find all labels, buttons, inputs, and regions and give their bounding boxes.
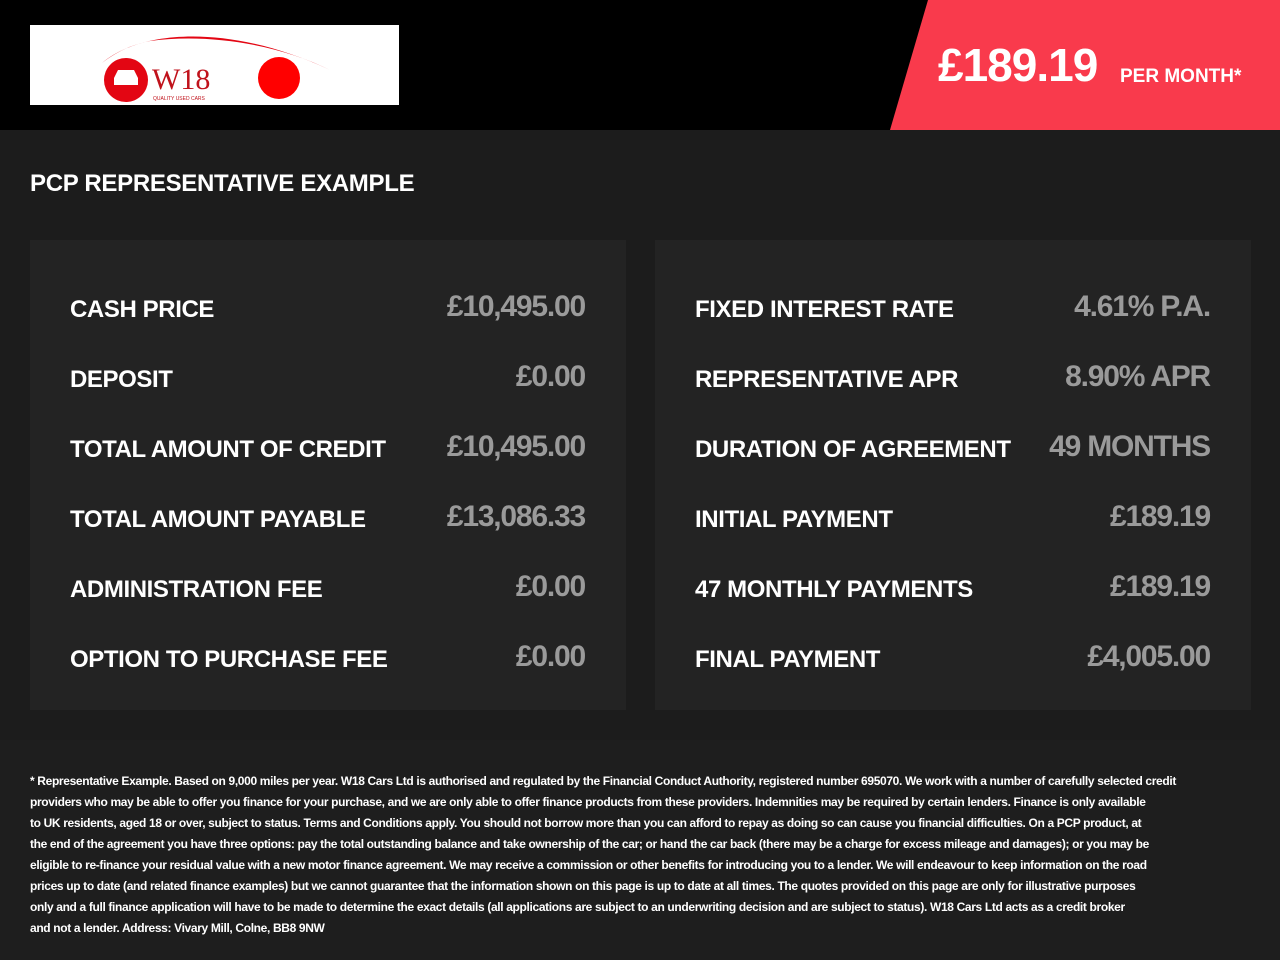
finance-row: INITIAL PAYMENT £189.19 xyxy=(695,500,1211,540)
row-value: £10,495.00 xyxy=(446,430,586,463)
section-title: PCP REPRESENTATIVE EXAMPLE xyxy=(30,170,415,197)
row-label: DURATION OF AGREEMENT xyxy=(695,436,1011,463)
row-value: £10,495.00 xyxy=(446,290,586,323)
row-value: £0.00 xyxy=(515,360,586,393)
finance-row: DEPOSIT £0.00 xyxy=(70,360,586,400)
row-value: 49 MONTHS xyxy=(1049,430,1211,463)
row-value: £189.19 xyxy=(1109,570,1211,603)
row-label: FIXED INTEREST RATE xyxy=(695,296,954,323)
monthly-price-banner xyxy=(890,0,1280,130)
row-value: £13,086.33 xyxy=(446,500,586,533)
disclaimer-line: prices up to date (and related finance e… xyxy=(30,879,1136,893)
row-label: FINAL PAYMENT xyxy=(695,646,881,673)
row-label: ADMINISTRATION FEE xyxy=(70,576,323,603)
disclaimer-line: providers who may be able to offer you f… xyxy=(30,795,1146,809)
header-bar: W18 QUALITY USED CARS £189.19 PER MONTH* xyxy=(0,0,1280,130)
row-value: £189.19 xyxy=(1109,500,1211,533)
row-value: £0.00 xyxy=(515,640,586,673)
row-label: INITIAL PAYMENT xyxy=(695,506,893,533)
finance-row: TOTAL AMOUNT PAYABLE £13,086.33 xyxy=(70,500,586,540)
disclaimer-text: * Representative Example. Based on 9,000… xyxy=(30,771,1176,939)
finance-panel-right: FIXED INTEREST RATE 4.61% P.A. REPRESENTA… xyxy=(655,240,1251,710)
finance-row: 47 MONTHLY PAYMENTS £189.19 xyxy=(695,570,1211,610)
finance-row: OPTION TO PURCHASE FEE £0.00 xyxy=(70,640,586,680)
row-value: £4,005.00 xyxy=(1087,640,1211,673)
disclaimer-line: to UK residents, aged 18 or over, subjec… xyxy=(30,816,1142,830)
finance-row: TOTAL AMOUNT OF CREDIT £10,495.00 xyxy=(70,430,586,470)
row-label: 47 MONTHLY PAYMENTS xyxy=(695,576,973,603)
row-value: £0.00 xyxy=(515,570,586,603)
finance-row: ADMINISTRATION FEE £0.00 xyxy=(70,570,586,610)
disclaimer-line: the end of the agreement you have three … xyxy=(30,837,1149,851)
finance-row: DURATION OF AGREEMENT 49 MONTHS xyxy=(695,430,1211,470)
disclaimer-line: only and a full finance application will… xyxy=(30,900,1125,914)
car-logo-icon: W18 QUALITY USED CARS xyxy=(102,36,330,102)
row-label: REPRESENTATIVE APR xyxy=(695,366,959,393)
row-label: TOTAL AMOUNT OF CREDIT xyxy=(70,436,386,463)
per-month-label: PER MONTH* xyxy=(1120,66,1242,87)
finance-row: FIXED INTEREST RATE 4.61% P.A. xyxy=(695,290,1211,330)
svg-text:W18: W18 xyxy=(152,63,210,96)
monthly-price: £189.19 xyxy=(938,39,1098,91)
row-label: DEPOSIT xyxy=(70,366,173,393)
w18-logo[interactable]: W18 QUALITY USED CARS xyxy=(30,25,399,105)
disclaimer-line: eligible to re-finance your residual val… xyxy=(30,858,1147,872)
finance-panel-left: CASH PRICE £10,495.00 DEPOSIT £0.00 TOTAL … xyxy=(30,240,626,710)
row-value: 4.61% P.A. xyxy=(1074,290,1211,323)
svg-text:QUALITY USED CARS: QUALITY USED CARS xyxy=(153,96,206,102)
disclaimer-line: * Representative Example. Based on 9,000… xyxy=(30,774,1176,788)
row-label: CASH PRICE xyxy=(70,296,215,323)
row-label: OPTION TO PURCHASE FEE xyxy=(70,646,388,673)
row-label: TOTAL AMOUNT PAYABLE xyxy=(70,506,366,533)
finance-row: REPRESENTATIVE APR 8.90% APR xyxy=(695,360,1211,400)
row-value: 8.90% APR xyxy=(1065,360,1211,393)
finance-row: FINAL PAYMENT £4,005.00 xyxy=(695,640,1211,680)
disclaimer-line: and not a lender. Address: Vivary Mill, … xyxy=(30,921,325,935)
finance-row: CASH PRICE £10,495.00 xyxy=(70,290,586,330)
footer: * Representative Example. Based on 9,000… xyxy=(0,740,1280,960)
